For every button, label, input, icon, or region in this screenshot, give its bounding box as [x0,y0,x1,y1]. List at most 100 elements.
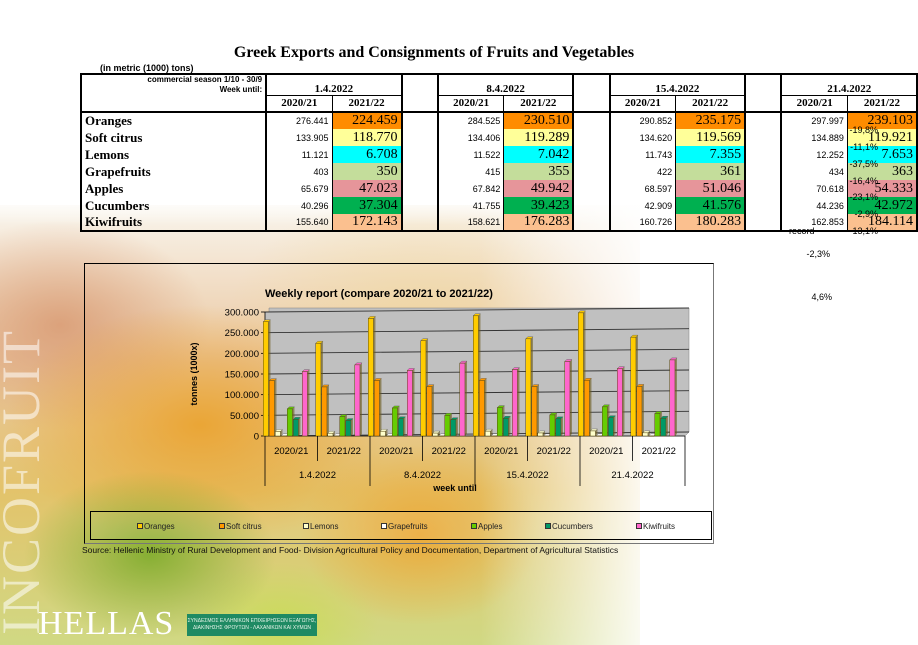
bar-soft-citrus [426,386,433,437]
column-gap [744,129,783,146]
legend-item: Soft citrus [219,522,262,531]
y-tick-label: 250.000 [225,328,259,339]
year-header-2021-22: 2021/22 [503,94,574,113]
product-name: Soft citrus [81,129,268,146]
value-2020-21: 65.679 [266,180,333,197]
bar-oranges [315,342,322,437]
product-name: Lemons [81,146,268,163]
bar-apples [392,407,398,437]
bar-kiwifruits [302,371,308,437]
bar-side-soft-citrus [536,384,539,436]
value-2021-22: 7.653 [847,146,917,163]
legend-label: Lemons [310,522,339,531]
product-name: Grapefruits [81,163,268,180]
bar-grapefruits [386,435,392,437]
column-gap [744,112,783,129]
bar-apples [339,416,346,437]
column-gap [744,74,783,95]
column-gap [744,214,783,231]
bar-side-cucumbers [455,417,458,436]
bar-side-lemons [437,431,440,436]
percent-change: -23,1% [849,192,878,202]
table-row: Lemons 11.121 6.708 11.522 7.042 11.743 7.355 1… [81,146,917,163]
bar-kiwifruits [407,370,413,437]
year-header-2021-22: 2021/22 [675,94,746,113]
value-2020-21: 134.406 [437,129,505,146]
column-gap [572,74,611,95]
percent-change: -11,1% [850,142,878,152]
column-gap [572,112,611,129]
bar-cucumbers [345,420,352,437]
column-gap [572,146,611,163]
bar-side-cucumbers [403,416,406,436]
bar-oranges [368,318,374,437]
legend-label: Soft citrus [226,522,262,531]
y-tick-label: 100.000 [225,390,259,401]
value-2021-22: 350 [332,163,402,180]
value-2021-22: 6.708 [332,146,402,163]
bar-soft-citrus [269,380,275,437]
bar-grapefruits [543,435,550,437]
percent-change-extra: -2,3% [806,249,830,259]
bar-cucumbers [293,419,299,437]
legend-swatch [471,523,477,529]
value-2021-22: 224.459 [332,112,402,129]
bar-side-kiwifruits [622,366,625,436]
bar-kiwifruits [512,369,518,437]
value-2021-22: 172.143 [332,214,402,231]
y-tick-label: 50.000 [230,411,259,422]
value-2021-22: 176.283 [503,214,574,231]
exports-table: commercial season 1/10 - 30/9 Week until:… [80,73,918,232]
column-gap [744,163,783,180]
column-gap [400,214,439,231]
x-group-label: 1.4.2022 [299,470,336,481]
column-gap [572,163,611,180]
legend-swatch [636,523,642,529]
bar-lemons [537,432,544,437]
bar-lemons [327,432,334,437]
table-header-years: 2020/21 2021/22 2020/21 2021/22 2020/21 2021/… [81,94,918,113]
value-2021-22: 361 [675,163,746,180]
bar-side-kiwifruits [359,362,362,436]
table-row: Grapefruits 403 350 415 355 422 361 434 363 [81,163,917,180]
bar-oranges [420,340,427,437]
x-category-label: 2020/21 [484,446,518,457]
y-tick-label: 150.000 [225,370,259,381]
bar-cucumbers [608,417,614,437]
percent-change-extra: 4,6% [811,292,832,302]
value-2020-21: 41.755 [437,197,505,214]
value-2020-21: 68.597 [609,180,677,197]
value-2020-21: 12.252 [781,146,848,163]
x-category-label: 2021/22 [642,446,676,457]
value-2020-21: 434 [781,163,848,180]
column-gap [400,146,439,163]
value-2021-22: 119.289 [503,129,574,146]
legend-swatch [137,523,143,529]
value-2020-21: 290.852 [609,112,677,129]
percent-change: -16,4% [849,176,878,186]
legend-swatch [381,523,387,529]
year-header-2020-21: 2020/21 [265,94,333,113]
value-2020-21: 415 [437,163,505,180]
bar-side-soft-citrus [484,378,487,436]
year-header-2020-21: 2020/21 [609,94,677,113]
product-name: Kiwifruits [81,214,268,231]
bar-side-lemons [542,430,545,436]
value-2020-21: 133.905 [266,129,333,146]
y-tick-label: 0 [254,432,259,443]
legend-item: Grapefruits [381,522,428,531]
year-header-2020-21: 2020/21 [437,94,505,113]
legend-label: Apples [478,522,503,531]
legend-swatch [219,523,225,529]
bar-soft-citrus [584,379,590,437]
bar-lemons [432,432,439,437]
bar-apples [444,415,451,437]
bar-kiwifruits [617,368,623,437]
bar-grapefruits [648,435,655,437]
x-group-label: 8.4.2022 [404,470,441,481]
bar-oranges [578,312,584,437]
value-2020-21: 297.997 [781,112,848,129]
percent-change: -37,5% [849,159,878,169]
week-header: 21.4.2022 [827,82,872,95]
x-category-label: 2021/22 [432,446,466,457]
